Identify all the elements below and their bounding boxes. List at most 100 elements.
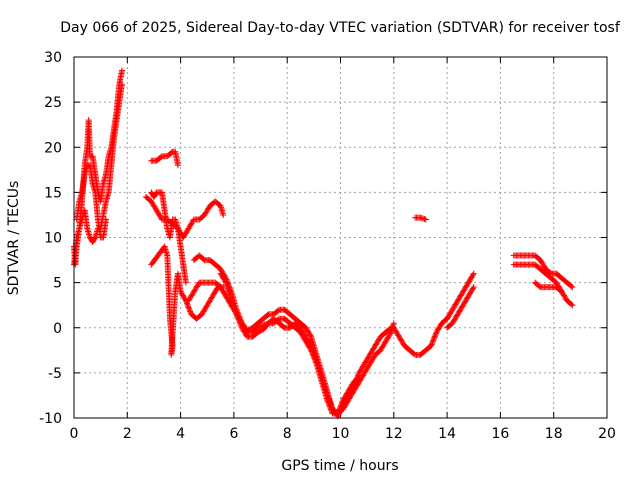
data-point (228, 299, 235, 306)
data-point (184, 301, 191, 308)
data-point (187, 308, 194, 315)
x-tick-label: 16 (491, 426, 509, 442)
data-point (327, 405, 334, 412)
series-tosf-6 (148, 189, 189, 286)
data-point (470, 270, 477, 277)
data-point (228, 297, 235, 304)
series-tosf-15 (510, 261, 576, 309)
plot-frame (73, 56, 608, 419)
data-point (334, 410, 341, 417)
data-point (256, 324, 263, 331)
data-point (312, 358, 319, 365)
series-tosf-17 (532, 279, 565, 295)
x-tick-label: 4 (176, 426, 185, 442)
data-point (309, 350, 316, 357)
data-point (335, 409, 342, 416)
data-point (222, 278, 229, 285)
data-point (387, 330, 394, 337)
series-tosf-11 (390, 315, 451, 358)
data-point (431, 333, 438, 340)
data-point (185, 303, 192, 310)
data-point (254, 324, 261, 331)
x-tick-label: 6 (229, 426, 238, 442)
data-point (232, 308, 239, 315)
series-tosf-10 (217, 270, 363, 417)
data-point (558, 288, 565, 295)
data-point (569, 284, 576, 291)
data-point (430, 337, 437, 344)
data-point (324, 398, 331, 405)
data-point (356, 374, 363, 381)
data-point (308, 348, 315, 355)
data-point (311, 356, 318, 363)
grid-lines (74, 57, 607, 418)
data-point (174, 162, 181, 169)
x-tick-label: 18 (545, 426, 563, 442)
data-point (325, 401, 332, 408)
data-point (469, 271, 476, 278)
data-point (557, 287, 564, 294)
x-axis-label: GPS time / hours (281, 458, 398, 474)
y-tick-label: 5 (53, 276, 62, 292)
data-point (230, 304, 237, 311)
data-point (231, 305, 238, 312)
data-point (432, 331, 439, 338)
data-point (336, 405, 343, 412)
data-point (470, 284, 477, 291)
series-tosf-5 (148, 148, 181, 169)
series-tosf-4 (142, 193, 227, 241)
data-point (337, 403, 344, 410)
series-tosf-12 (412, 214, 429, 223)
data-point (312, 359, 319, 366)
data-point (307, 346, 314, 353)
x-tick-label: 12 (385, 426, 403, 442)
data-point (91, 235, 98, 242)
series-tosf-14 (444, 284, 477, 331)
data-point (186, 305, 193, 312)
chart-title: Day 066 of 2025, Sidereal Day-to-day VTE… (60, 20, 621, 36)
data-point (568, 301, 575, 308)
data-point (220, 211, 227, 218)
data-point (257, 323, 264, 330)
data-point (327, 406, 334, 413)
data-point (233, 309, 240, 316)
data-point (185, 304, 192, 311)
tick-labels: 0 2 4 6 8 10 12 14 16 18 20 -10 -5 0 5 10 15 20 25 30 (39, 50, 616, 442)
data-point (118, 67, 125, 74)
y-tick-label: 0 (53, 321, 62, 337)
data-point (338, 402, 345, 409)
data-point (229, 300, 236, 307)
data-point (310, 352, 317, 359)
x-tick-label: 14 (438, 426, 456, 442)
y-tick-label: 20 (44, 140, 62, 156)
series-tosf-3 (73, 162, 109, 241)
data-point (258, 322, 265, 329)
data-point (469, 285, 476, 292)
y-tick-label: -10 (39, 411, 62, 427)
series-tosf-16 (510, 252, 576, 291)
data-point (432, 330, 439, 337)
data-point (326, 403, 333, 410)
plot-area (71, 67, 576, 420)
y-tick-label: 10 (44, 231, 62, 247)
y-axis-label: SDTVAR / TECUs (6, 181, 22, 296)
data-point (324, 396, 331, 403)
data-point (335, 407, 342, 414)
data-point (310, 354, 317, 361)
y-tick-label: 30 (44, 50, 62, 66)
data-point (429, 338, 436, 345)
x-tick-label: 10 (332, 426, 350, 442)
data-point (338, 401, 345, 408)
data-point (569, 302, 576, 309)
data-point (230, 303, 237, 310)
data-point (355, 375, 362, 382)
data-point (326, 402, 333, 409)
data-point (307, 332, 314, 339)
data-point (325, 399, 332, 406)
data-point (428, 341, 435, 348)
data-point (355, 371, 362, 378)
data-point (308, 347, 315, 354)
data-point (431, 334, 438, 341)
x-tick-label: 20 (598, 426, 616, 442)
